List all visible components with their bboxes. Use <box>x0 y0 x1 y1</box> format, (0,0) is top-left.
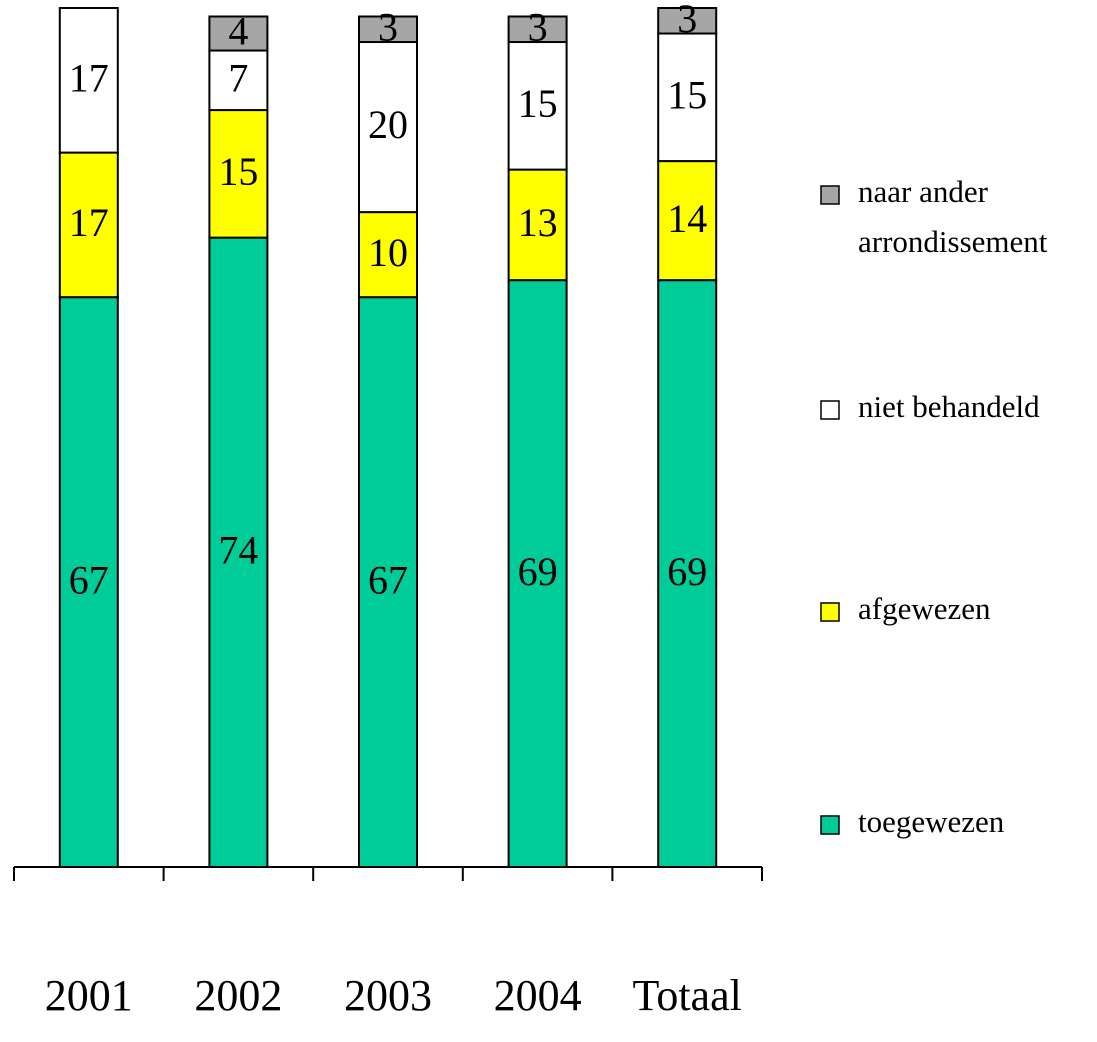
data-label: 15 <box>518 81 558 126</box>
x-tick-label: 2002 <box>194 971 282 1020</box>
bar-segment <box>507 168 568 282</box>
bar-segment <box>358 296 418 868</box>
data-label: 15 <box>218 149 258 194</box>
data-label: 4 <box>228 9 248 54</box>
x-tick-label: 2003 <box>344 971 432 1020</box>
data-label: 20 <box>368 102 408 147</box>
legend-label: afgewezen <box>858 591 991 626</box>
bar-segment <box>657 160 718 282</box>
legend-label: niet behandeld <box>858 389 1040 424</box>
data-label: 10 <box>368 230 408 275</box>
legend-swatch <box>820 400 840 420</box>
data-label: 3 <box>378 4 398 49</box>
data-label: 17 <box>69 200 109 245</box>
data-label: 17 <box>69 55 109 100</box>
data-label: 67 <box>368 557 408 602</box>
bar-segment <box>208 236 269 868</box>
bar-segment <box>507 279 568 869</box>
data-label: 3 <box>677 0 697 41</box>
bar-segment <box>657 279 718 869</box>
data-label: 15 <box>667 72 707 117</box>
data-label: 3 <box>528 4 548 49</box>
bar-segment <box>58 296 119 868</box>
data-label: 69 <box>518 549 558 594</box>
bar-segment <box>58 151 119 299</box>
legend-label: toegewezen <box>858 804 1005 839</box>
bar-segment <box>358 15 418 44</box>
legend-swatch <box>820 815 840 835</box>
data-label: 67 <box>69 557 109 602</box>
bar-segment <box>358 41 418 214</box>
legend-swatch <box>820 185 840 205</box>
bar-segment <box>58 7 119 154</box>
legend-label: naar ander arrondissement <box>858 174 1048 259</box>
bar-segment <box>358 211 418 299</box>
x-tick-label: 2004 <box>494 971 582 1020</box>
data-label: 69 <box>667 549 707 594</box>
bar-segment <box>208 109 269 239</box>
x-tick-label: Totaal <box>633 971 742 1020</box>
bar-segment <box>657 7 718 35</box>
data-label: 74 <box>218 527 258 572</box>
bar-segment <box>657 32 718 163</box>
bar-segment <box>208 49 269 112</box>
bar-segment <box>507 15 568 44</box>
legend-swatch <box>820 602 840 622</box>
x-tick-label: 2001 <box>45 971 133 1020</box>
data-label: 7 <box>228 55 248 100</box>
bar-segment <box>208 15 269 52</box>
data-label: 13 <box>518 200 558 245</box>
data-label: 14 <box>667 196 707 241</box>
